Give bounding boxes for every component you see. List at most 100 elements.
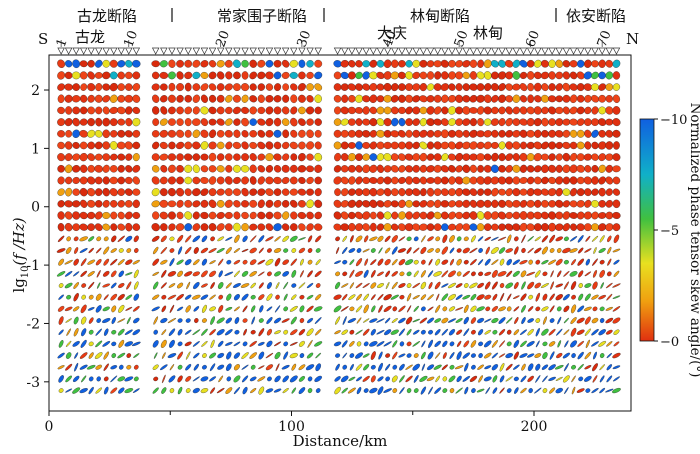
phase-tensor-ellipse bbox=[548, 164, 557, 173]
phase-tensor-ellipse bbox=[541, 129, 549, 138]
phase-tensor-ellipse bbox=[499, 375, 505, 383]
station-marker bbox=[591, 47, 599, 55]
phase-tensor-ellipse bbox=[177, 351, 183, 360]
phase-tensor-ellipse bbox=[584, 316, 591, 325]
phase-tensor-ellipse bbox=[347, 142, 356, 149]
phase-tensor-ellipse bbox=[275, 363, 280, 372]
phase-tensor-ellipse bbox=[476, 211, 485, 220]
phase-tensor-ellipse bbox=[519, 260, 528, 265]
phase-tensor-ellipse bbox=[217, 236, 225, 242]
phase-tensor-ellipse bbox=[598, 164, 606, 173]
phase-tensor-ellipse bbox=[528, 259, 533, 265]
phase-tensor-ellipse bbox=[455, 129, 464, 138]
phase-tensor-ellipse bbox=[476, 294, 485, 301]
phase-tensor-ellipse bbox=[477, 364, 484, 370]
phase-tensor-ellipse bbox=[447, 282, 457, 289]
phase-tensor-ellipse bbox=[87, 271, 95, 277]
phase-tensor-ellipse bbox=[355, 176, 363, 185]
phase-tensor-ellipse bbox=[64, 94, 73, 103]
phase-tensor-ellipse bbox=[192, 59, 201, 68]
phase-tensor-ellipse bbox=[412, 318, 420, 323]
phase-tensor-ellipse bbox=[449, 258, 454, 266]
phase-tensor-ellipse bbox=[562, 200, 571, 208]
phase-tensor-ellipse bbox=[109, 165, 118, 173]
phase-tensor-ellipse bbox=[95, 328, 102, 336]
phase-tensor-ellipse bbox=[391, 223, 399, 231]
phase-tensor-ellipse bbox=[132, 141, 141, 150]
phase-tensor-ellipse bbox=[234, 306, 240, 312]
phase-tensor-ellipse bbox=[57, 153, 66, 162]
phase-tensor-ellipse bbox=[547, 188, 557, 197]
phase-tensor-ellipse bbox=[441, 246, 449, 255]
phase-tensor-ellipse bbox=[591, 341, 599, 347]
phase-tensor-ellipse bbox=[57, 71, 66, 80]
phase-tensor-ellipse bbox=[426, 364, 435, 371]
phase-tensor-ellipse bbox=[606, 341, 613, 347]
phase-tensor-ellipse bbox=[193, 247, 199, 254]
phase-tensor-ellipse bbox=[153, 316, 159, 325]
phase-tensor-ellipse bbox=[315, 283, 321, 288]
phase-tensor-ellipse bbox=[132, 388, 140, 393]
phase-tensor-ellipse bbox=[176, 259, 184, 265]
phase-tensor-ellipse bbox=[591, 388, 599, 394]
phase-tensor-ellipse bbox=[549, 305, 555, 313]
phase-tensor-ellipse bbox=[64, 306, 73, 312]
phase-tensor-ellipse bbox=[562, 352, 571, 359]
phase-tensor-ellipse bbox=[462, 71, 470, 80]
phase-tensor-ellipse bbox=[249, 376, 257, 382]
phase-tensor-ellipse bbox=[469, 141, 478, 150]
phase-tensor-ellipse bbox=[498, 118, 506, 127]
phase-tensor-ellipse bbox=[297, 83, 306, 92]
phase-tensor-ellipse bbox=[535, 340, 540, 348]
phase-tensor-ellipse bbox=[398, 60, 406, 68]
phase-tensor-ellipse bbox=[184, 141, 193, 150]
phase-tensor-ellipse bbox=[233, 270, 240, 278]
phase-tensor-ellipse bbox=[384, 259, 391, 266]
phase-tensor-ellipse bbox=[241, 59, 249, 68]
phase-tensor-ellipse bbox=[87, 129, 96, 138]
phase-tensor-ellipse bbox=[159, 188, 168, 197]
phase-tensor-ellipse bbox=[469, 282, 478, 289]
phase-tensor-ellipse bbox=[413, 353, 419, 358]
phase-tensor-ellipse bbox=[505, 317, 513, 324]
phase-tensor-ellipse bbox=[79, 248, 88, 253]
station-number: 10 bbox=[121, 29, 141, 50]
phase-tensor-ellipse bbox=[347, 83, 357, 91]
phase-tensor-ellipse bbox=[257, 106, 266, 115]
station-marker bbox=[426, 47, 435, 55]
phase-tensor-ellipse bbox=[257, 83, 265, 91]
phase-tensor-ellipse bbox=[506, 306, 512, 312]
phase-tensor-ellipse bbox=[72, 188, 80, 196]
phase-tensor-ellipse bbox=[340, 306, 349, 312]
phase-tensor-ellipse bbox=[584, 165, 592, 173]
phase-tensor-ellipse bbox=[612, 118, 621, 127]
phase-tensor-ellipse bbox=[605, 59, 614, 68]
phase-tensor-ellipse bbox=[548, 129, 556, 138]
phase-tensor-ellipse bbox=[542, 388, 548, 394]
phase-tensor-ellipse bbox=[152, 271, 160, 276]
phase-tensor-ellipse bbox=[226, 351, 232, 360]
phase-tensor-ellipse bbox=[534, 199, 542, 208]
phase-tensor-ellipse bbox=[383, 94, 392, 103]
phase-tensor-ellipse bbox=[526, 271, 536, 276]
station-marker bbox=[257, 47, 266, 55]
north-label: N bbox=[626, 30, 639, 48]
station-marker bbox=[512, 47, 521, 55]
phase-tensor-ellipse bbox=[257, 259, 266, 265]
phase-tensor-ellipse bbox=[491, 236, 499, 241]
phase-tensor-ellipse bbox=[200, 199, 209, 208]
phase-tensor-ellipse bbox=[125, 60, 133, 68]
phase-tensor-ellipse bbox=[535, 363, 541, 371]
phase-tensor-ellipse bbox=[192, 83, 201, 91]
phase-tensor-ellipse bbox=[81, 375, 87, 383]
phase-tensor-ellipse bbox=[111, 235, 117, 243]
phase-tensor-ellipse bbox=[441, 259, 449, 265]
phase-tensor-ellipse bbox=[88, 376, 94, 382]
phase-tensor-ellipse bbox=[440, 83, 449, 92]
phase-tensor-ellipse bbox=[102, 117, 111, 127]
phase-tensor-ellipse bbox=[65, 340, 72, 347]
phase-tensor-ellipse bbox=[167, 94, 176, 103]
station-marker bbox=[398, 47, 406, 55]
phase-tensor-ellipse bbox=[577, 340, 585, 347]
